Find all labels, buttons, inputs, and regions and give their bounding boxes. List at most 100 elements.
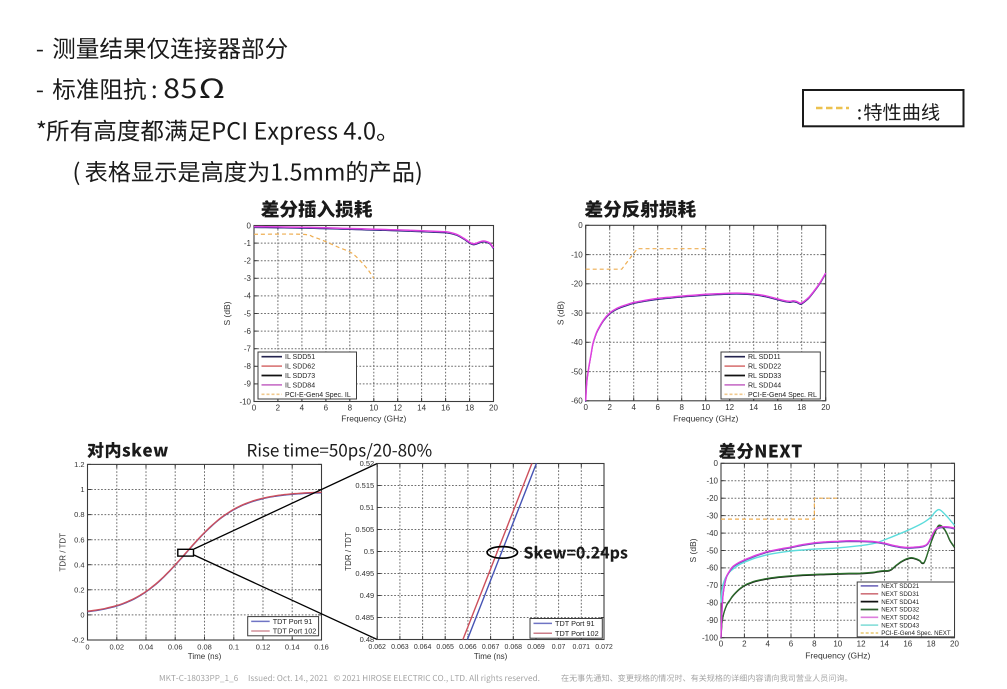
- svg-text:Frequency (GHz): Frequency (GHz): [341, 414, 406, 424]
- svg-text:-30: -30: [706, 511, 718, 520]
- svg-text:-8: -8: [244, 362, 252, 371]
- svg-text:18: 18: [797, 403, 806, 412]
- svg-text:0.067: 0.067: [482, 644, 500, 651]
- svg-text:-20: -20: [706, 494, 718, 503]
- svg-text:IL SDD73: IL SDD73: [285, 373, 315, 380]
- svg-text:IL SDD51: IL SDD51: [285, 354, 315, 361]
- svg-text:16: 16: [441, 404, 450, 413]
- svg-text:0.8: 0.8: [74, 510, 84, 519]
- svg-text:RL SDD33: RL SDD33: [748, 373, 781, 380]
- svg-text:0: 0: [583, 403, 588, 412]
- svg-text:-70: -70: [706, 581, 718, 590]
- svg-text:0.066: 0.066: [459, 644, 477, 651]
- svg-text:PCI-E-Gen4 Spec. NEXT: PCI-E-Gen4 Spec. NEXT: [881, 630, 951, 637]
- svg-text:18: 18: [465, 404, 474, 413]
- svg-text:-5: -5: [244, 309, 252, 318]
- svg-text:0.14: 0.14: [285, 643, 300, 652]
- svg-text:6: 6: [655, 403, 660, 412]
- svg-text:12: 12: [725, 403, 734, 412]
- svg-text:20: 20: [821, 403, 830, 412]
- svg-text:NEXT SDD31: NEXT SDD31: [881, 591, 920, 598]
- svg-text:RL SDD22: RL SDD22: [748, 364, 781, 371]
- svg-text:0.16: 0.16: [314, 643, 329, 652]
- svg-text:TDR / TDT: TDR / TDT: [344, 532, 353, 571]
- svg-text:-40: -40: [706, 529, 718, 538]
- svg-text:8: 8: [812, 640, 817, 649]
- svg-text:0: 0: [714, 459, 719, 468]
- svg-text:-20: -20: [571, 280, 583, 289]
- svg-text:IL SDD62: IL SDD62: [285, 364, 315, 371]
- svg-text:Frequency (GHz): Frequency (GHz): [805, 651, 870, 661]
- svg-text:4: 4: [765, 640, 770, 649]
- svg-text:-30: -30: [571, 309, 583, 318]
- svg-text:-10: -10: [571, 250, 583, 259]
- svg-text:14: 14: [880, 640, 889, 649]
- svg-text:0: 0: [85, 643, 89, 652]
- svg-text:Time (ns): Time (ns): [188, 652, 222, 661]
- svg-text:0.065: 0.065: [436, 644, 454, 651]
- svg-text:0.4: 0.4: [74, 560, 84, 569]
- svg-text:0.2: 0.2: [74, 585, 84, 594]
- svg-text:-80: -80: [706, 599, 718, 608]
- svg-text:0: 0: [719, 640, 724, 649]
- svg-text:TDT Port 102: TDT Port 102: [273, 627, 317, 636]
- svg-text:NEXT SDD21: NEXT SDD21: [881, 583, 920, 590]
- svg-text:2: 2: [276, 404, 281, 413]
- svg-text:0: 0: [578, 221, 583, 230]
- svg-text:NEXT SDD32: NEXT SDD32: [881, 607, 920, 614]
- svg-text:8: 8: [679, 403, 684, 412]
- svg-text:12: 12: [857, 640, 866, 649]
- svg-text:0.07: 0.07: [552, 644, 566, 651]
- svg-text:PCI-E-Gen4 Spec. RL: PCI-E-Gen4 Spec. RL: [748, 392, 817, 399]
- svg-text:0.6: 0.6: [74, 535, 84, 544]
- svg-text:-10: -10: [706, 477, 718, 486]
- svg-text:-10: -10: [239, 397, 251, 406]
- svg-text:0: 0: [247, 221, 252, 230]
- svg-text:-7: -7: [244, 345, 252, 354]
- svg-text:0.48: 0.48: [360, 635, 375, 644]
- svg-text:6: 6: [789, 640, 794, 649]
- svg-text:Frequency (GHz): Frequency (GHz): [673, 414, 738, 424]
- svg-text:16: 16: [903, 640, 912, 649]
- svg-text:12: 12: [393, 404, 402, 413]
- svg-text:0.5: 0.5: [364, 547, 374, 556]
- svg-text:0.068: 0.068: [505, 644, 523, 651]
- svg-text:10: 10: [369, 404, 378, 413]
- svg-text:0: 0: [80, 611, 84, 620]
- svg-text:0.485: 0.485: [355, 613, 374, 622]
- svg-text:0.04: 0.04: [139, 643, 154, 652]
- svg-text:14: 14: [749, 403, 758, 412]
- svg-text:0.1: 0.1: [229, 643, 239, 652]
- svg-text:RL SDD44: RL SDD44: [748, 382, 781, 389]
- svg-text:20: 20: [489, 404, 498, 413]
- svg-text:0.52: 0.52: [360, 459, 375, 468]
- svg-text:-1: -1: [244, 239, 252, 248]
- svg-text:S (dB): S (dB): [688, 538, 698, 562]
- svg-text:14: 14: [417, 404, 426, 413]
- svg-text:0.495: 0.495: [355, 569, 374, 578]
- svg-text:-4: -4: [244, 292, 252, 301]
- svg-text:RL SDD11: RL SDD11: [748, 354, 781, 361]
- svg-text:-2: -2: [244, 257, 252, 266]
- svg-text:IL SDD84: IL SDD84: [285, 382, 315, 389]
- svg-text:TDT Port 91: TDT Port 91: [273, 617, 313, 626]
- svg-text:-40: -40: [571, 338, 583, 347]
- svg-text:-50: -50: [571, 367, 583, 376]
- svg-text:-0.2: -0.2: [72, 636, 85, 645]
- svg-text:2: 2: [742, 640, 747, 649]
- svg-text:0.08: 0.08: [197, 643, 212, 652]
- svg-text:TDT Port 102: TDT Port 102: [555, 629, 599, 638]
- svg-text:-3: -3: [244, 274, 252, 283]
- svg-text:-60: -60: [571, 397, 583, 406]
- svg-text:0: 0: [252, 404, 257, 413]
- svg-text:0.071: 0.071: [573, 644, 591, 651]
- svg-text:0.063: 0.063: [391, 644, 409, 651]
- svg-text:0.505: 0.505: [355, 525, 374, 534]
- svg-text:0.072: 0.072: [595, 644, 613, 651]
- svg-text:0.49: 0.49: [360, 591, 375, 600]
- svg-text:Time (ns): Time (ns): [474, 652, 508, 661]
- svg-text:0.515: 0.515: [355, 481, 374, 490]
- svg-text:NEXT SDD41: NEXT SDD41: [881, 599, 920, 606]
- svg-text:NEXT SDD42: NEXT SDD42: [881, 615, 920, 622]
- svg-text:0.062: 0.062: [368, 644, 386, 651]
